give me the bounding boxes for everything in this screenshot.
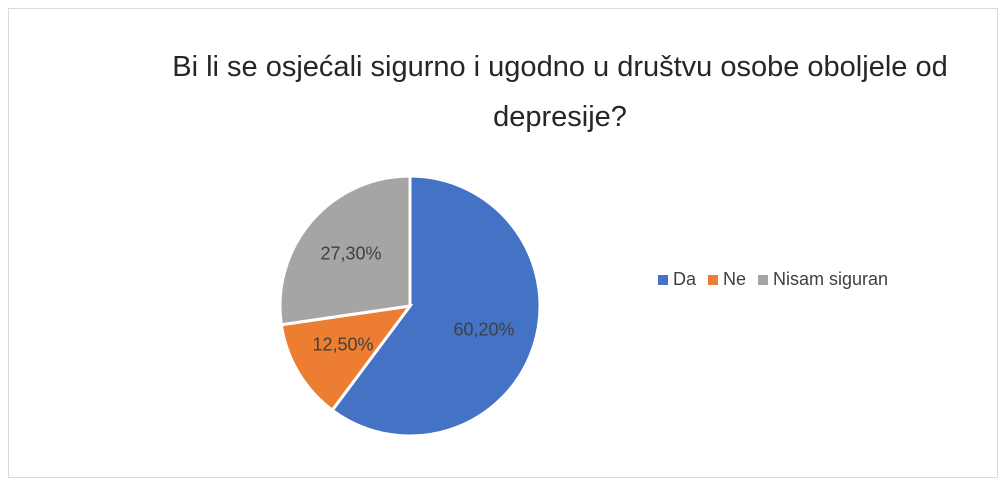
legend-swatch [658,275,668,285]
data-label: 60,20% [453,319,514,339]
data-label: 12,50% [312,335,373,355]
legend-label: Da [673,269,697,289]
pie-slice [330,174,542,438]
pie-slice [278,174,412,327]
chart-title: Bi li se osjećali sigurno i ugodno u dru… [172,51,948,133]
legend-swatch [758,275,769,285]
data-label: 27,30% [320,244,381,264]
legend-swatch [708,275,719,285]
legend-label: Ne [723,269,746,289]
legend-label: Nisam siguran [773,269,888,289]
pie-slice [279,303,414,413]
chart-frame [8,8,998,478]
